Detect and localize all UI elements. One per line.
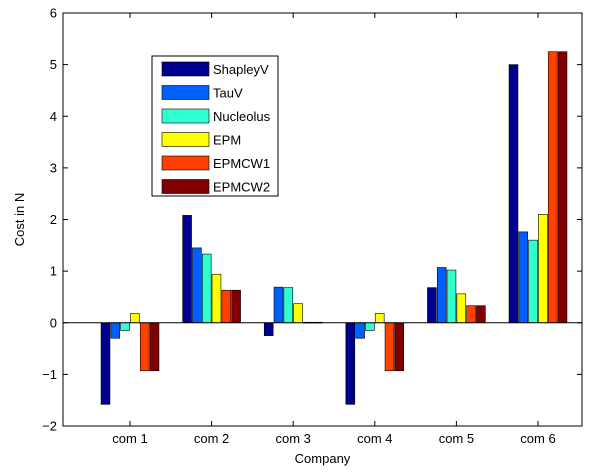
y-tick-label: −1 (42, 367, 57, 382)
legend-label-epmcw2: EPMCW2 (213, 180, 270, 195)
bar-epmcw2-com-4 (394, 322, 405, 372)
bar-epm-com-4 (374, 313, 385, 324)
bar-nucleolus-com-6 (528, 239, 538, 324)
bar-epmcw1-com-4 (384, 322, 395, 372)
bar-epm-com-5 (456, 293, 467, 324)
bars-layer (100, 51, 568, 405)
legend-swatch-epmcw1 (161, 155, 210, 171)
y-tick-label: 6 (50, 6, 57, 21)
legend-swatch-shapleyv (161, 61, 210, 77)
legend-swatch-tauv (161, 85, 210, 100)
x-tick-label: com 2 (194, 431, 229, 446)
bar-tauv-com-3 (273, 286, 284, 324)
x-tick-label: com 1 (112, 431, 147, 446)
y-axis-label: Cost in N (12, 193, 27, 246)
y-tick-label: 1 (50, 264, 57, 279)
bar-epmcw1-com-5 (466, 305, 476, 324)
y-tick-label: 3 (50, 160, 57, 175)
legend-swatch-epmcw2 (161, 179, 210, 194)
bar-nucleolus-com-1 (120, 322, 130, 331)
legend-box (151, 55, 279, 197)
bar-shapleyv-com-5 (427, 287, 437, 324)
x-tick-label: com 5 (439, 431, 474, 446)
bar-shapleyv-com-3 (263, 322, 274, 336)
bar-shapleyv-com-2 (182, 215, 192, 324)
x-axis-label: Company (295, 451, 351, 466)
bar-nucleolus-com-4 (365, 322, 375, 331)
bar-epmcw2-com-5 (476, 305, 486, 324)
bar-epmcw1-com-2 (221, 289, 232, 324)
bar-tauv-com-6 (518, 231, 529, 324)
bar-shapleyv-com-6 (508, 64, 519, 324)
y-tick-label: 5 (50, 57, 57, 72)
bar-epmcw2-com-1 (149, 322, 160, 372)
bar-shapleyv-com-4 (345, 322, 356, 405)
bar-epmcw2-com-2 (231, 289, 241, 324)
y-tick-label: 4 (50, 109, 57, 124)
x-tick-label: com 6 (520, 431, 555, 446)
ticks-layer: −2 −1 0 1 2 3 4 5 6 com 1 com 2 com 3 com 4 com 5 com … (42, 6, 582, 446)
bar-tauv-com-2 (192, 247, 202, 324)
bar-epmcw2-com-6 (557, 51, 568, 324)
bar-epm-com-3 (293, 303, 303, 324)
bar-epm-com-1 (130, 313, 140, 324)
legend-label-shapleyv: ShapleyV (213, 62, 269, 77)
bar-shapleyv-com-1 (100, 322, 111, 405)
y-tick-label: 0 (50, 315, 57, 330)
legend-swatch-epm (161, 132, 210, 147)
y-tick-label: 2 (50, 212, 57, 227)
x-tick-label: com 3 (275, 431, 310, 446)
bar-tauv-com-4 (355, 322, 365, 339)
legend-label-nucleolus: Nucleolus (213, 109, 271, 124)
legend-label-tauv: TauV (213, 86, 243, 101)
bar-tauv-com-5 (436, 267, 447, 324)
bar-tauv-com-1 (110, 322, 121, 339)
bar-nucleolus-com-3 (283, 287, 294, 324)
bar-epm-com-6 (538, 214, 548, 324)
legend: ShapleyV TauV Nucleolus EPM EPMCW1 EPMCW2 (151, 55, 279, 197)
legend-label-epmcw1: EPMCW1 (213, 156, 270, 171)
bar-epmcw1-com-1 (139, 322, 150, 372)
y-tick-label: −2 (42, 419, 57, 434)
x-tick-label: com 4 (357, 431, 392, 446)
legend-swatch-nucleolus (161, 108, 210, 124)
bar-epmcw1-com-6 (547, 51, 558, 324)
legend-label-epm: EPM (213, 133, 241, 148)
bar-nucleolus-com-2 (201, 253, 212, 324)
bar-epm-com-2 (211, 273, 222, 324)
bar-nucleolus-com-5 (446, 269, 457, 324)
